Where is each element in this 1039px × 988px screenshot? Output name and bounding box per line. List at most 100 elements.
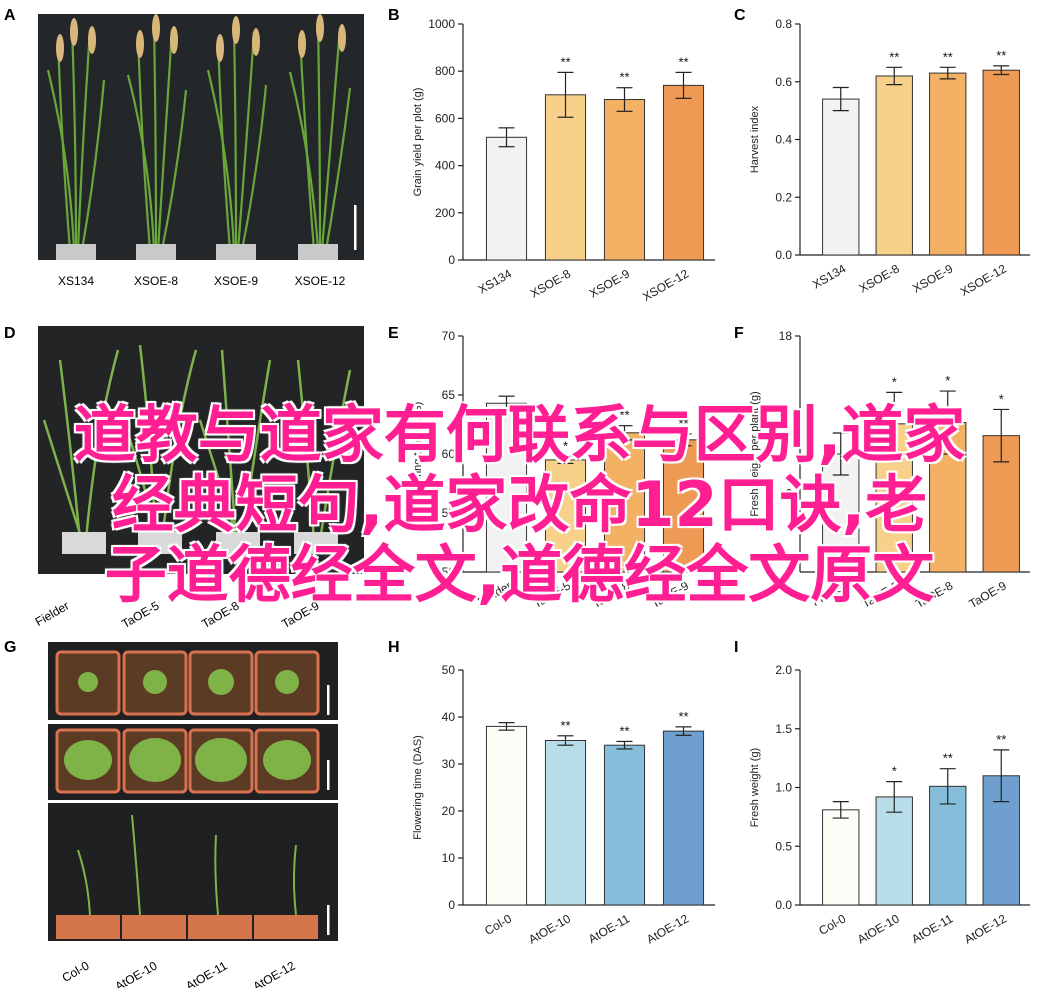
x-tick-label: AtOE-10 xyxy=(526,911,573,946)
significance-mark: ** xyxy=(889,49,899,64)
y-tick-label: 600 xyxy=(435,111,455,125)
significance-mark: ** xyxy=(619,70,629,85)
y-tick-label: 20 xyxy=(442,804,456,818)
y-tick-label: 0 xyxy=(448,253,455,267)
y-tick-label: 0.6 xyxy=(775,75,792,89)
significance-mark: ** xyxy=(560,718,570,733)
significance-mark: * xyxy=(999,391,1004,406)
x-tick-label: XSOE-9 xyxy=(910,261,955,295)
y-tick-label: 1.0 xyxy=(775,781,792,795)
panel-label-g: G xyxy=(4,639,16,656)
chart-harvest-index: 0.0 0.2 0.4 0.6 0.8 Harvest index XS134 ** XSOE-… xyxy=(749,17,1030,299)
y-tick-label: 0.4 xyxy=(775,133,792,147)
photo-label: XSOE-12 xyxy=(295,274,346,288)
y-tick-label: 50 xyxy=(442,565,456,579)
bar xyxy=(544,94,587,261)
significance-mark: ** xyxy=(678,416,688,431)
y-axis-label: Fresh weight per plant (g) xyxy=(749,391,761,516)
bar xyxy=(929,785,967,906)
panel-label-c: C xyxy=(734,7,746,24)
bar xyxy=(662,439,705,573)
photo-label: TaOE-9 xyxy=(279,598,322,631)
chart-fresh-weight-per-plant: 6 18 Fresh weight per plant (g) Fielder * TaO… xyxy=(749,329,1030,611)
significance-mark: ** xyxy=(619,408,629,423)
x-tick-label: AtOE-10 xyxy=(855,911,902,946)
significance-mark: ** xyxy=(678,709,688,724)
x-tick-label: AtOE-12 xyxy=(962,911,1009,946)
bar xyxy=(822,809,860,906)
x-tick-label: AtOE-12 xyxy=(644,911,691,946)
bar xyxy=(603,99,646,261)
x-tick-label: AtOE-11 xyxy=(586,911,632,946)
y-tick-label: 6 xyxy=(785,486,792,500)
panel-label-f: F xyxy=(734,325,744,342)
x-tick-label: XSOE-9 xyxy=(587,266,632,300)
y-axis-label: Flowering time (DAS) xyxy=(412,402,424,507)
significance-mark: ** xyxy=(943,49,953,64)
photo-label: AtOE-12 xyxy=(251,958,298,988)
x-tick-label: TaOE-9 xyxy=(649,578,692,611)
bar xyxy=(544,740,587,906)
x-tick-label: TaOE-9 xyxy=(967,578,1010,611)
y-tick-label: 1.5 xyxy=(775,722,792,736)
bar xyxy=(485,725,528,906)
y-tick-label: 60 xyxy=(442,447,456,461)
significance-mark: ** xyxy=(943,751,953,766)
x-tick-label: TaOE-8 xyxy=(590,578,633,611)
y-tick-label: 0.8 xyxy=(775,17,792,31)
panel-label-h: H xyxy=(388,639,400,656)
significance-mark: ** xyxy=(619,723,629,738)
y-tick-label: 1000 xyxy=(428,17,455,31)
y-tick-label: 800 xyxy=(435,64,455,78)
y-tick-label: 65 xyxy=(442,388,456,402)
x-tick-label: TaOE-5 xyxy=(860,578,903,611)
y-axis-label: Flowering time (DAS) xyxy=(412,735,424,840)
x-tick-label: AtOE-11 xyxy=(909,911,955,946)
panel-label-a: A xyxy=(4,7,16,24)
y-tick-label: 40 xyxy=(442,710,456,724)
photo-label: AtOE-10 xyxy=(113,958,160,988)
chart-flowering-time-wheat: 50 55 60 65 70 Flowering time (DAS) Fielder * Ta… xyxy=(412,329,715,611)
x-tick-label: Fielder xyxy=(809,578,848,608)
significance-mark: ** xyxy=(996,48,1006,63)
photo-label: Col-0 xyxy=(60,958,92,985)
y-tick-label: 400 xyxy=(435,159,455,173)
panel-label-d: D xyxy=(4,325,16,342)
y-tick-label: 50 xyxy=(442,663,456,677)
photo-label: XSOE-9 xyxy=(214,274,258,288)
y-tick-label: 55 xyxy=(442,506,456,520)
photo-rice-plants: XS134 XSOE-8 XSOE-9 XSOE-12 xyxy=(38,14,364,288)
significance-mark: ** xyxy=(678,54,688,69)
x-tick-label: TaOE-8 xyxy=(913,578,956,611)
significance-mark: * xyxy=(945,373,950,388)
panel-label-b: B xyxy=(388,7,400,24)
significance-mark: * xyxy=(892,374,897,389)
y-tick-label: 0.0 xyxy=(775,248,792,262)
y-tick-label: 0.0 xyxy=(775,898,792,912)
y-tick-label: 0.2 xyxy=(775,190,792,204)
x-tick-label: XS134 xyxy=(476,266,514,296)
y-axis-label: Grain yield per plot (g) xyxy=(412,88,424,197)
y-tick-label: 200 xyxy=(435,206,455,220)
bar xyxy=(603,744,646,906)
bar xyxy=(485,136,528,261)
bar xyxy=(485,402,528,573)
photo-label: XSOE-8 xyxy=(134,274,178,288)
x-tick-label: Fielder xyxy=(475,578,514,608)
photo-wheat-plants: Fielder TaOE-5 TaOE-8 TaOE-9 xyxy=(33,326,364,631)
bar xyxy=(982,69,1020,256)
x-tick-label: XSOE-12 xyxy=(640,266,691,304)
photo-label: Fielder xyxy=(33,598,72,628)
bar xyxy=(875,75,913,256)
panel-label-e: E xyxy=(388,325,399,342)
y-tick-label: 0 xyxy=(448,898,455,912)
x-tick-label: Col-0 xyxy=(816,911,848,938)
y-axis-label: Harvest index xyxy=(749,105,761,173)
x-tick-label: XSOE-8 xyxy=(528,266,573,300)
bar xyxy=(662,730,705,906)
y-tick-label: 30 xyxy=(442,757,456,771)
bar xyxy=(822,98,860,256)
significance-mark: * xyxy=(563,438,568,453)
x-tick-label: XSOE-8 xyxy=(857,261,902,295)
chart-grain-yield: 0 200 400 600 800 1000 Grain yield per plot (g… xyxy=(412,17,715,304)
